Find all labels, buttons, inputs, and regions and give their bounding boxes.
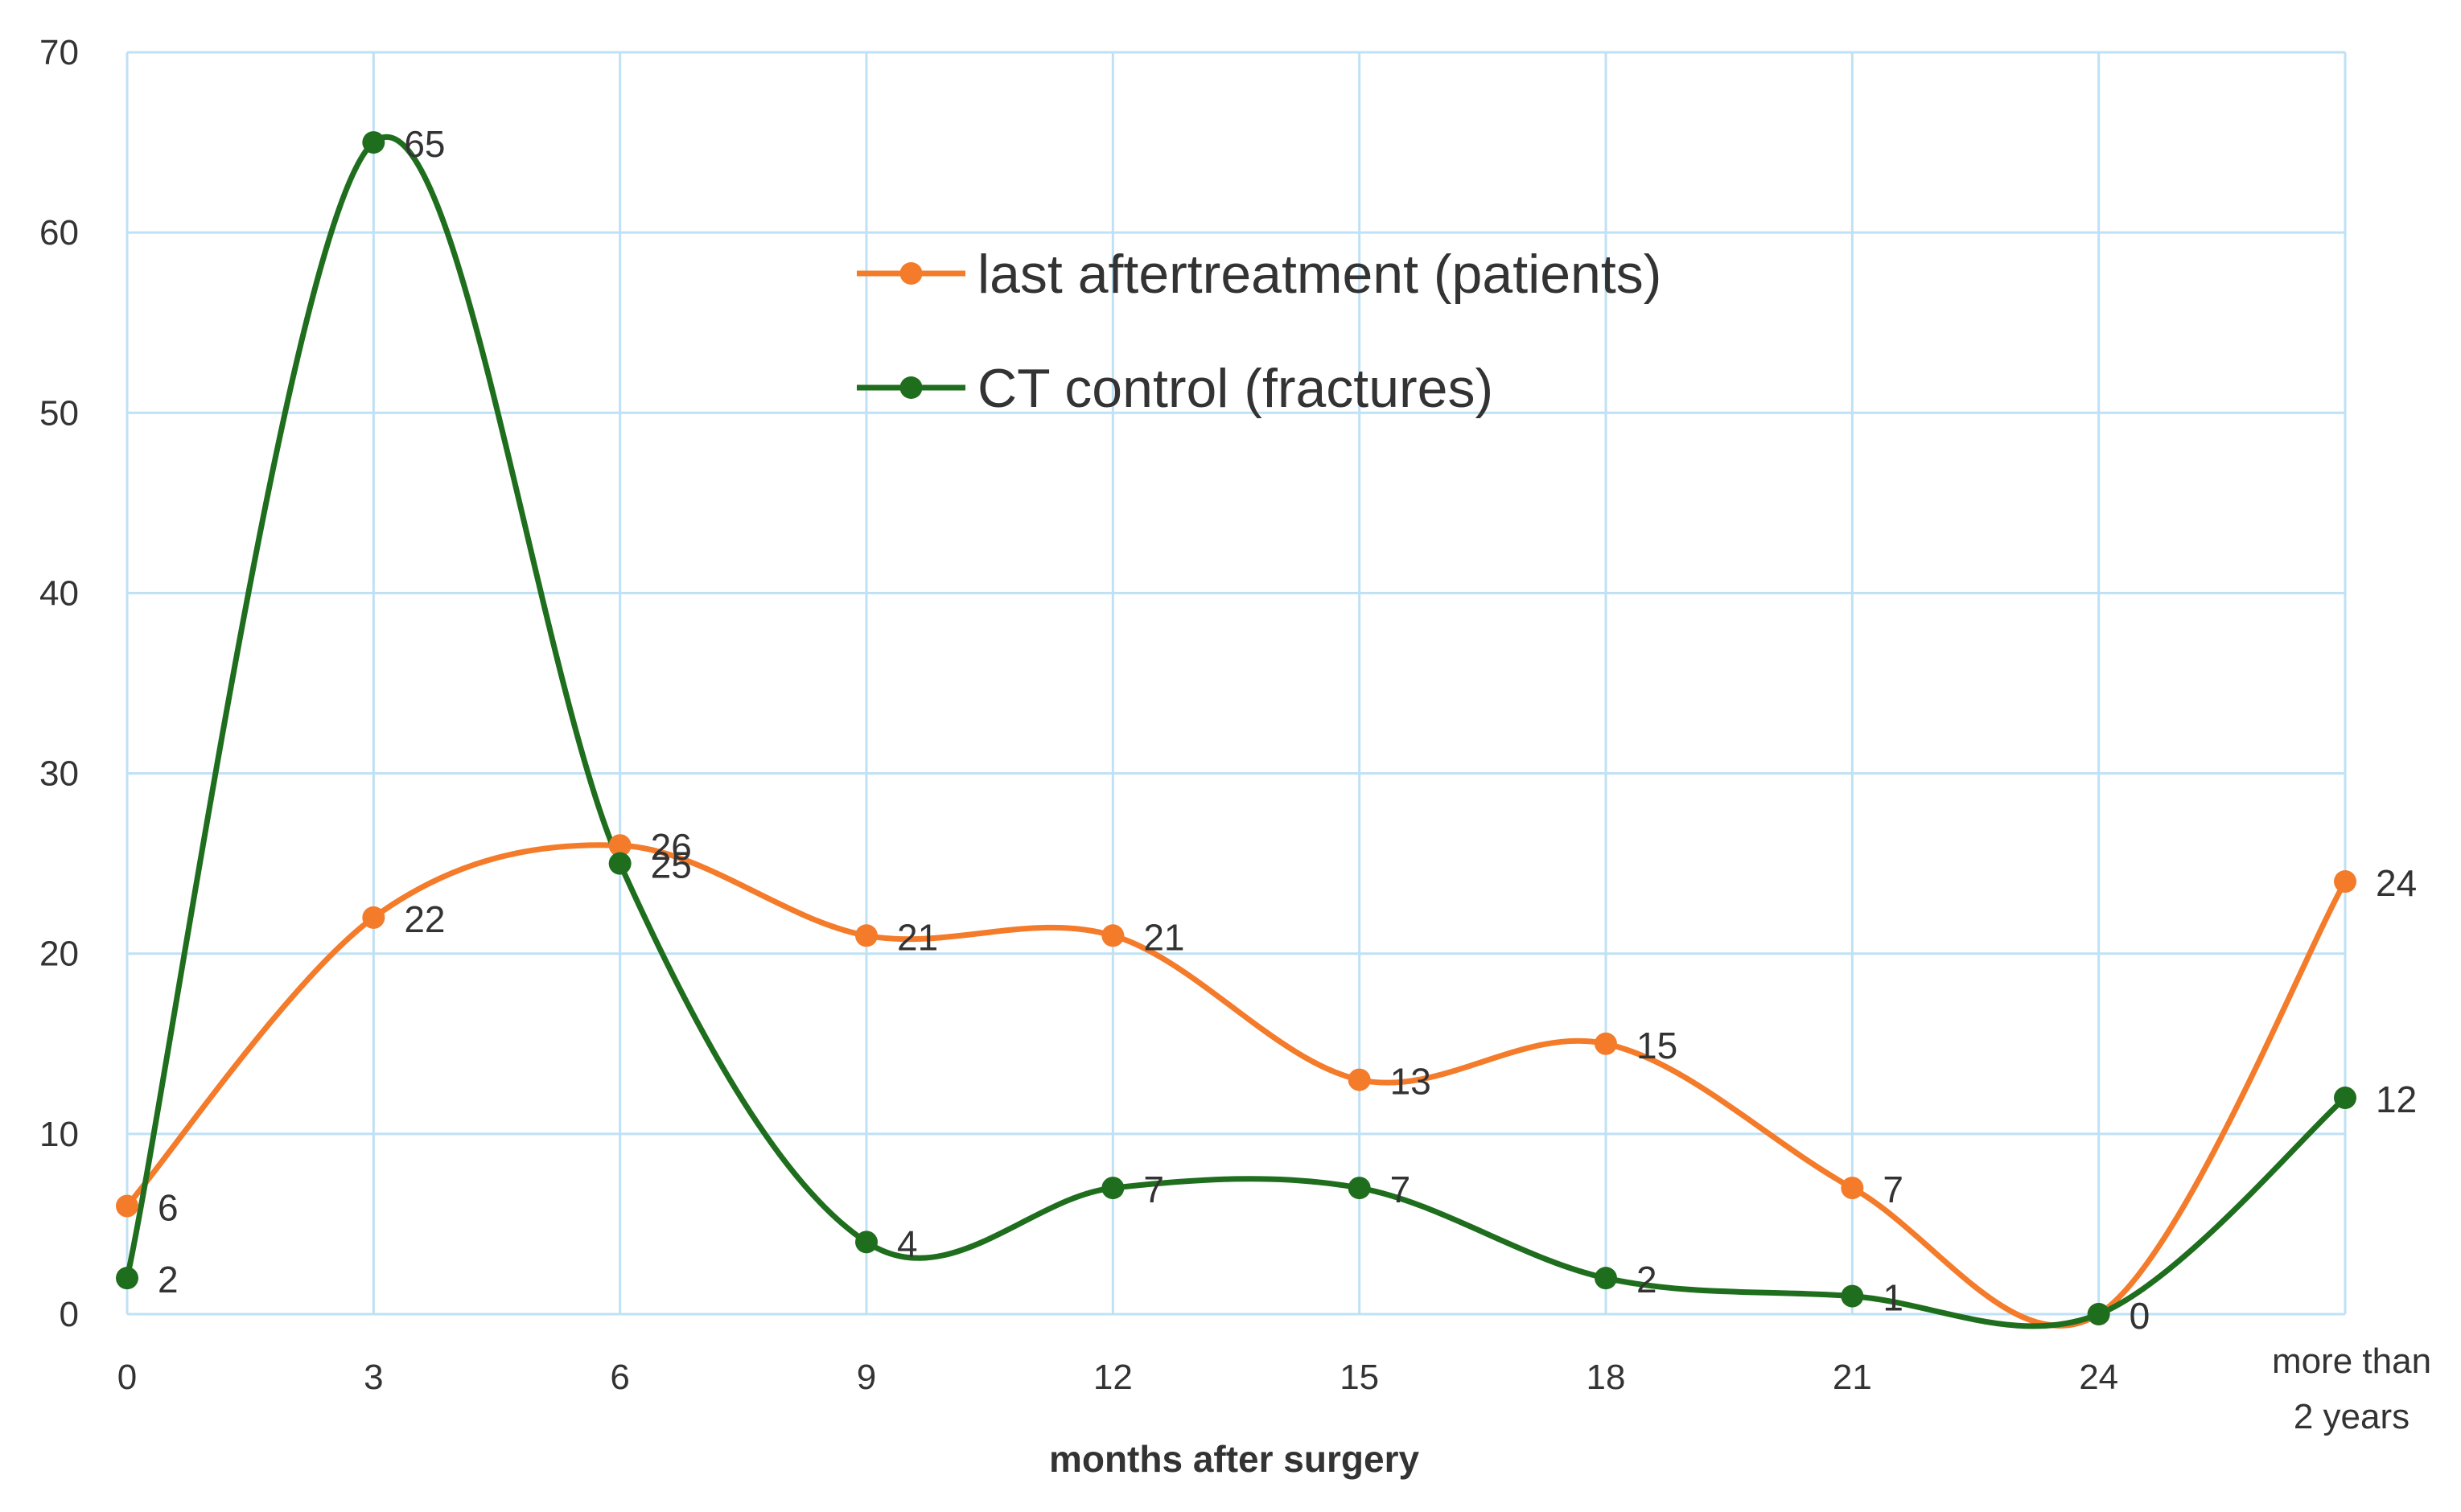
data-label-ct-control-fractures: 2: [158, 1259, 179, 1300]
data-label-ct-control-fractures: 25: [651, 844, 692, 886]
x-tick-label: 15: [1340, 1358, 1379, 1397]
series-line-ct-control-fractures: [124, 134, 2348, 1329]
x-axis-ticks: 0 3 6 9 12 15 18 21 24 more than 2 years: [117, 1341, 2431, 1436]
data-label-ct-control-fractures: 7: [1390, 1169, 1411, 1210]
x-axis-title: months after surgery: [1049, 1438, 1420, 1480]
data-point-last-aftertreatment-patients: [855, 924, 878, 947]
data-point-ct-control-fractures: [1348, 1177, 1371, 1200]
data-point-last-aftertreatment-patients: [1595, 1032, 1617, 1055]
series-markers: [116, 131, 2356, 1325]
data-point-ct-control-fractures: [608, 852, 632, 875]
data-label-last-aftertreatment-patients: 6: [158, 1187, 179, 1229]
data-label-ct-control-fractures: 0: [2130, 1295, 2150, 1337]
data-label-last-aftertreatment-patients: 15: [1636, 1025, 1677, 1066]
data-label-ct-control-fractures: 12: [2376, 1079, 2417, 1120]
data-point-ct-control-fractures: [1841, 1284, 1864, 1308]
x-tick-label: 12: [1093, 1358, 1133, 1397]
legend-label-ct-control-fractures: CT control (fractures): [977, 358, 1493, 419]
x-tick-label: more than 2 years: [2272, 1341, 2431, 1436]
data-label-last-aftertreatment-patients: 21: [897, 916, 938, 958]
data-point-ct-control-fractures: [2334, 1087, 2356, 1110]
data-label-ct-control-fractures: 7: [1143, 1169, 1164, 1210]
data-point-last-aftertreatment-patients: [2334, 870, 2356, 894]
x-tick-label: 0: [117, 1358, 137, 1397]
x-tick-label-line: 2 years: [2294, 1397, 2410, 1436]
data-point-last-aftertreatment-patients: [1101, 924, 1125, 947]
data-point-last-aftertreatment-patients: [608, 834, 632, 857]
y-tick-label: 70: [39, 33, 79, 72]
x-tick-label: 18: [1586, 1358, 1626, 1397]
y-tick-label: 0: [60, 1295, 79, 1334]
data-point-ct-control-fractures: [2087, 1303, 2110, 1325]
y-tick-label: 20: [39, 935, 79, 974]
data-point-ct-control-fractures: [116, 1267, 138, 1290]
data-label-last-aftertreatment-patients: 24: [2376, 862, 2417, 904]
legend-marker-ct-control-fractures: [899, 376, 923, 399]
x-tick-label: 21: [1833, 1358, 1872, 1397]
y-tick-label: 40: [39, 573, 79, 613]
data-label-ct-control-fractures: 4: [897, 1222, 918, 1264]
data-point-last-aftertreatment-patients: [362, 906, 385, 929]
data-label-ct-control-fractures: 1: [1883, 1277, 1903, 1319]
data-label-ct-control-fractures: 65: [404, 123, 445, 165]
y-axis-ticks: 0 10 20 30 40 50 60 70: [39, 33, 79, 1334]
data-point-last-aftertreatment-patients: [116, 1194, 138, 1218]
legend-marker-last-aftertreatment-patients: [899, 262, 923, 285]
data-point-last-aftertreatment-patients: [1841, 1177, 1864, 1200]
data-label-last-aftertreatment-patients: 21: [1143, 916, 1184, 958]
x-tick-label-line: more than: [2272, 1341, 2431, 1381]
series-lines: [124, 134, 2348, 1329]
legend-label-last-aftertreatment-patients: last aftertreatment (patients): [977, 244, 1661, 305]
y-tick-label: 60: [39, 213, 79, 253]
data-label-last-aftertreatment-patients: 7: [1883, 1169, 1903, 1210]
data-label-last-aftertreatment-patients: 26: [651, 826, 692, 868]
data-point-ct-control-fractures: [1101, 1177, 1125, 1200]
data-point-last-aftertreatment-patients: [1348, 1068, 1371, 1091]
y-tick-label: 10: [39, 1115, 79, 1154]
x-tick-label: 6: [610, 1358, 629, 1397]
data-label-last-aftertreatment-patients: 22: [404, 898, 445, 940]
data-point-ct-control-fractures: [855, 1231, 878, 1254]
data-label-ct-control-fractures: 2: [1636, 1259, 1657, 1300]
data-point-ct-control-fractures: [362, 131, 385, 154]
legend: last aftertreatment (patients) CT control…: [857, 244, 1661, 419]
y-tick-label: 50: [39, 393, 79, 433]
x-tick-label: 24: [2079, 1358, 2118, 1397]
y-tick-label: 30: [39, 754, 79, 794]
data-label-last-aftertreatment-patients: 13: [1390, 1061, 1431, 1103]
x-tick-label: 9: [857, 1358, 876, 1397]
data-point-ct-control-fractures: [1595, 1267, 1617, 1290]
x-tick-label: 3: [364, 1358, 383, 1397]
data-label-last-aftertreatment-patients: 0: [2130, 1295, 2150, 1337]
